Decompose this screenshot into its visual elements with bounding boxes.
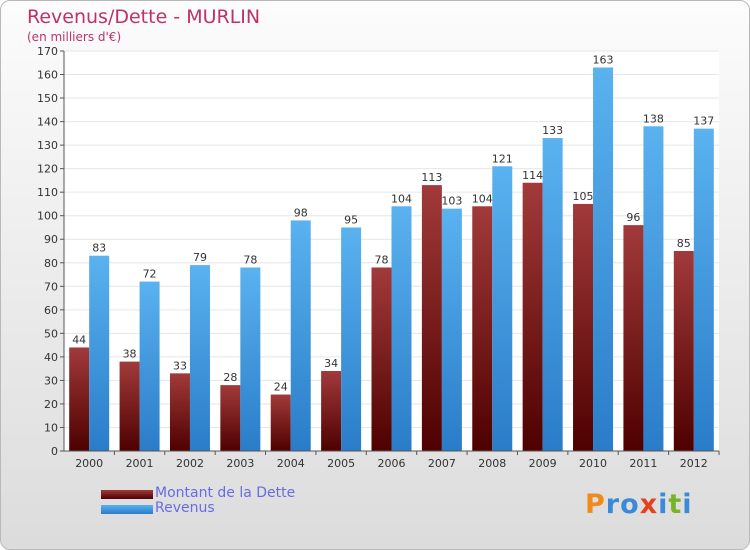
bar-debt — [472, 206, 493, 451]
y-tick-label: 170 — [37, 45, 58, 58]
bar-debt — [421, 185, 442, 451]
bar-revenus — [391, 206, 412, 451]
data-label-debt: 113 — [421, 171, 442, 184]
proxiti-logo: Proxiti — [585, 489, 693, 520]
x-tick-label: 2012 — [680, 457, 708, 470]
x-tick-label: 2006 — [378, 457, 406, 470]
bar-debt — [573, 203, 594, 451]
x-tick-label: 2009 — [529, 457, 557, 470]
bar-revenus — [492, 166, 513, 451]
bar-debt — [673, 251, 694, 451]
legend-label-revenus: Revenus — [155, 500, 215, 516]
data-label-revenus: 133 — [542, 124, 563, 137]
data-label-revenus: 72 — [143, 268, 157, 281]
data-label-debt: 44 — [72, 333, 86, 346]
y-tick-label: 40 — [44, 351, 58, 364]
y-tick-label: 150 — [37, 92, 58, 105]
y-tick-label: 20 — [44, 398, 58, 411]
data-label-revenus: 138 — [643, 112, 664, 125]
bar-debt — [270, 394, 291, 451]
y-tick-label: 30 — [44, 374, 58, 387]
bar-revenus — [139, 281, 160, 451]
x-tick-label: 2008 — [478, 457, 506, 470]
data-label-debt: 38 — [123, 348, 137, 361]
bar-debt — [623, 225, 644, 451]
bar-revenus — [643, 126, 664, 451]
y-tick-label: 80 — [44, 257, 58, 270]
data-label-revenus: 163 — [593, 53, 614, 66]
x-tick-label: 2010 — [579, 457, 607, 470]
bar-revenus — [240, 267, 261, 451]
logo-letter: o — [620, 489, 640, 520]
data-label-revenus: 78 — [243, 253, 257, 266]
data-label-revenus: 104 — [391, 192, 412, 205]
data-label-revenus: 83 — [92, 242, 106, 255]
x-tick-label: 2003 — [226, 457, 254, 470]
data-label-debt: 34 — [324, 357, 338, 370]
logo-letter: t — [668, 489, 683, 520]
y-tick-label: 100 — [37, 210, 58, 223]
legend-label-debt: Montant de la Dette — [155, 485, 296, 501]
x-tick-label: 2011 — [629, 457, 657, 470]
data-label-revenus: 98 — [294, 206, 308, 219]
data-label-debt: 85 — [677, 237, 691, 250]
bar-debt — [321, 371, 342, 451]
y-tick-label: 130 — [37, 139, 58, 152]
data-label-debt: 96 — [626, 211, 640, 224]
x-tick-label: 2001 — [126, 457, 154, 470]
bar-revenus — [290, 220, 311, 451]
y-tick-label: 160 — [37, 69, 58, 82]
logo-letter: x — [639, 489, 659, 520]
y-tick-label: 110 — [37, 186, 58, 199]
data-label-revenus: 79 — [193, 251, 207, 264]
x-tick-label: 2004 — [277, 457, 305, 470]
data-label-debt: 114 — [522, 169, 543, 182]
data-label-debt: 104 — [472, 192, 493, 205]
legend-swatch-revenus — [101, 505, 153, 514]
data-label-debt: 105 — [573, 190, 594, 203]
data-label-debt: 28 — [223, 371, 237, 384]
data-label-revenus: 121 — [492, 152, 513, 165]
chart-title: Revenus/Dette - MURLIN — [27, 6, 261, 28]
data-label-revenus: 137 — [693, 115, 714, 128]
bar-revenus — [542, 138, 563, 451]
bar-debt — [119, 361, 140, 451]
logo-letter: P — [585, 489, 606, 520]
bar-debt — [522, 182, 543, 451]
x-tick-label: 2002 — [176, 457, 204, 470]
data-label-revenus: 95 — [344, 213, 358, 226]
legend-swatch-debt — [101, 490, 153, 499]
y-tick-label: 60 — [44, 304, 58, 317]
bar-debt — [220, 385, 241, 451]
y-tick-label: 50 — [44, 327, 58, 340]
y-tick-label: 0 — [51, 445, 58, 458]
bar-revenus — [693, 128, 714, 451]
bar-revenus — [441, 208, 462, 451]
data-label-debt: 24 — [274, 381, 288, 394]
data-label-debt: 78 — [375, 253, 389, 266]
data-label-debt: 33 — [173, 359, 187, 372]
logo-letter: i — [682, 489, 693, 520]
y-tick-label: 140 — [37, 116, 58, 129]
logo-letter: r — [605, 489, 621, 520]
bar-revenus — [341, 227, 362, 451]
bar-revenus — [89, 255, 110, 451]
bar-debt — [169, 373, 190, 451]
x-tick-label: 2000 — [75, 457, 103, 470]
y-tick-label: 10 — [44, 421, 58, 434]
bar-revenus — [593, 67, 614, 452]
y-tick-label: 120 — [37, 163, 58, 176]
chart-subtitle: (en milliers d'€) — [27, 30, 122, 44]
bar-debt — [69, 347, 90, 451]
y-tick-label: 70 — [44, 280, 58, 293]
logo-letter: i — [658, 489, 669, 520]
bar-revenus — [189, 265, 210, 451]
data-label-revenus: 103 — [441, 195, 462, 208]
x-tick-label: 2007 — [428, 457, 456, 470]
bar-debt — [371, 267, 392, 451]
y-tick-label: 90 — [44, 233, 58, 246]
x-tick-label: 2005 — [327, 457, 355, 470]
